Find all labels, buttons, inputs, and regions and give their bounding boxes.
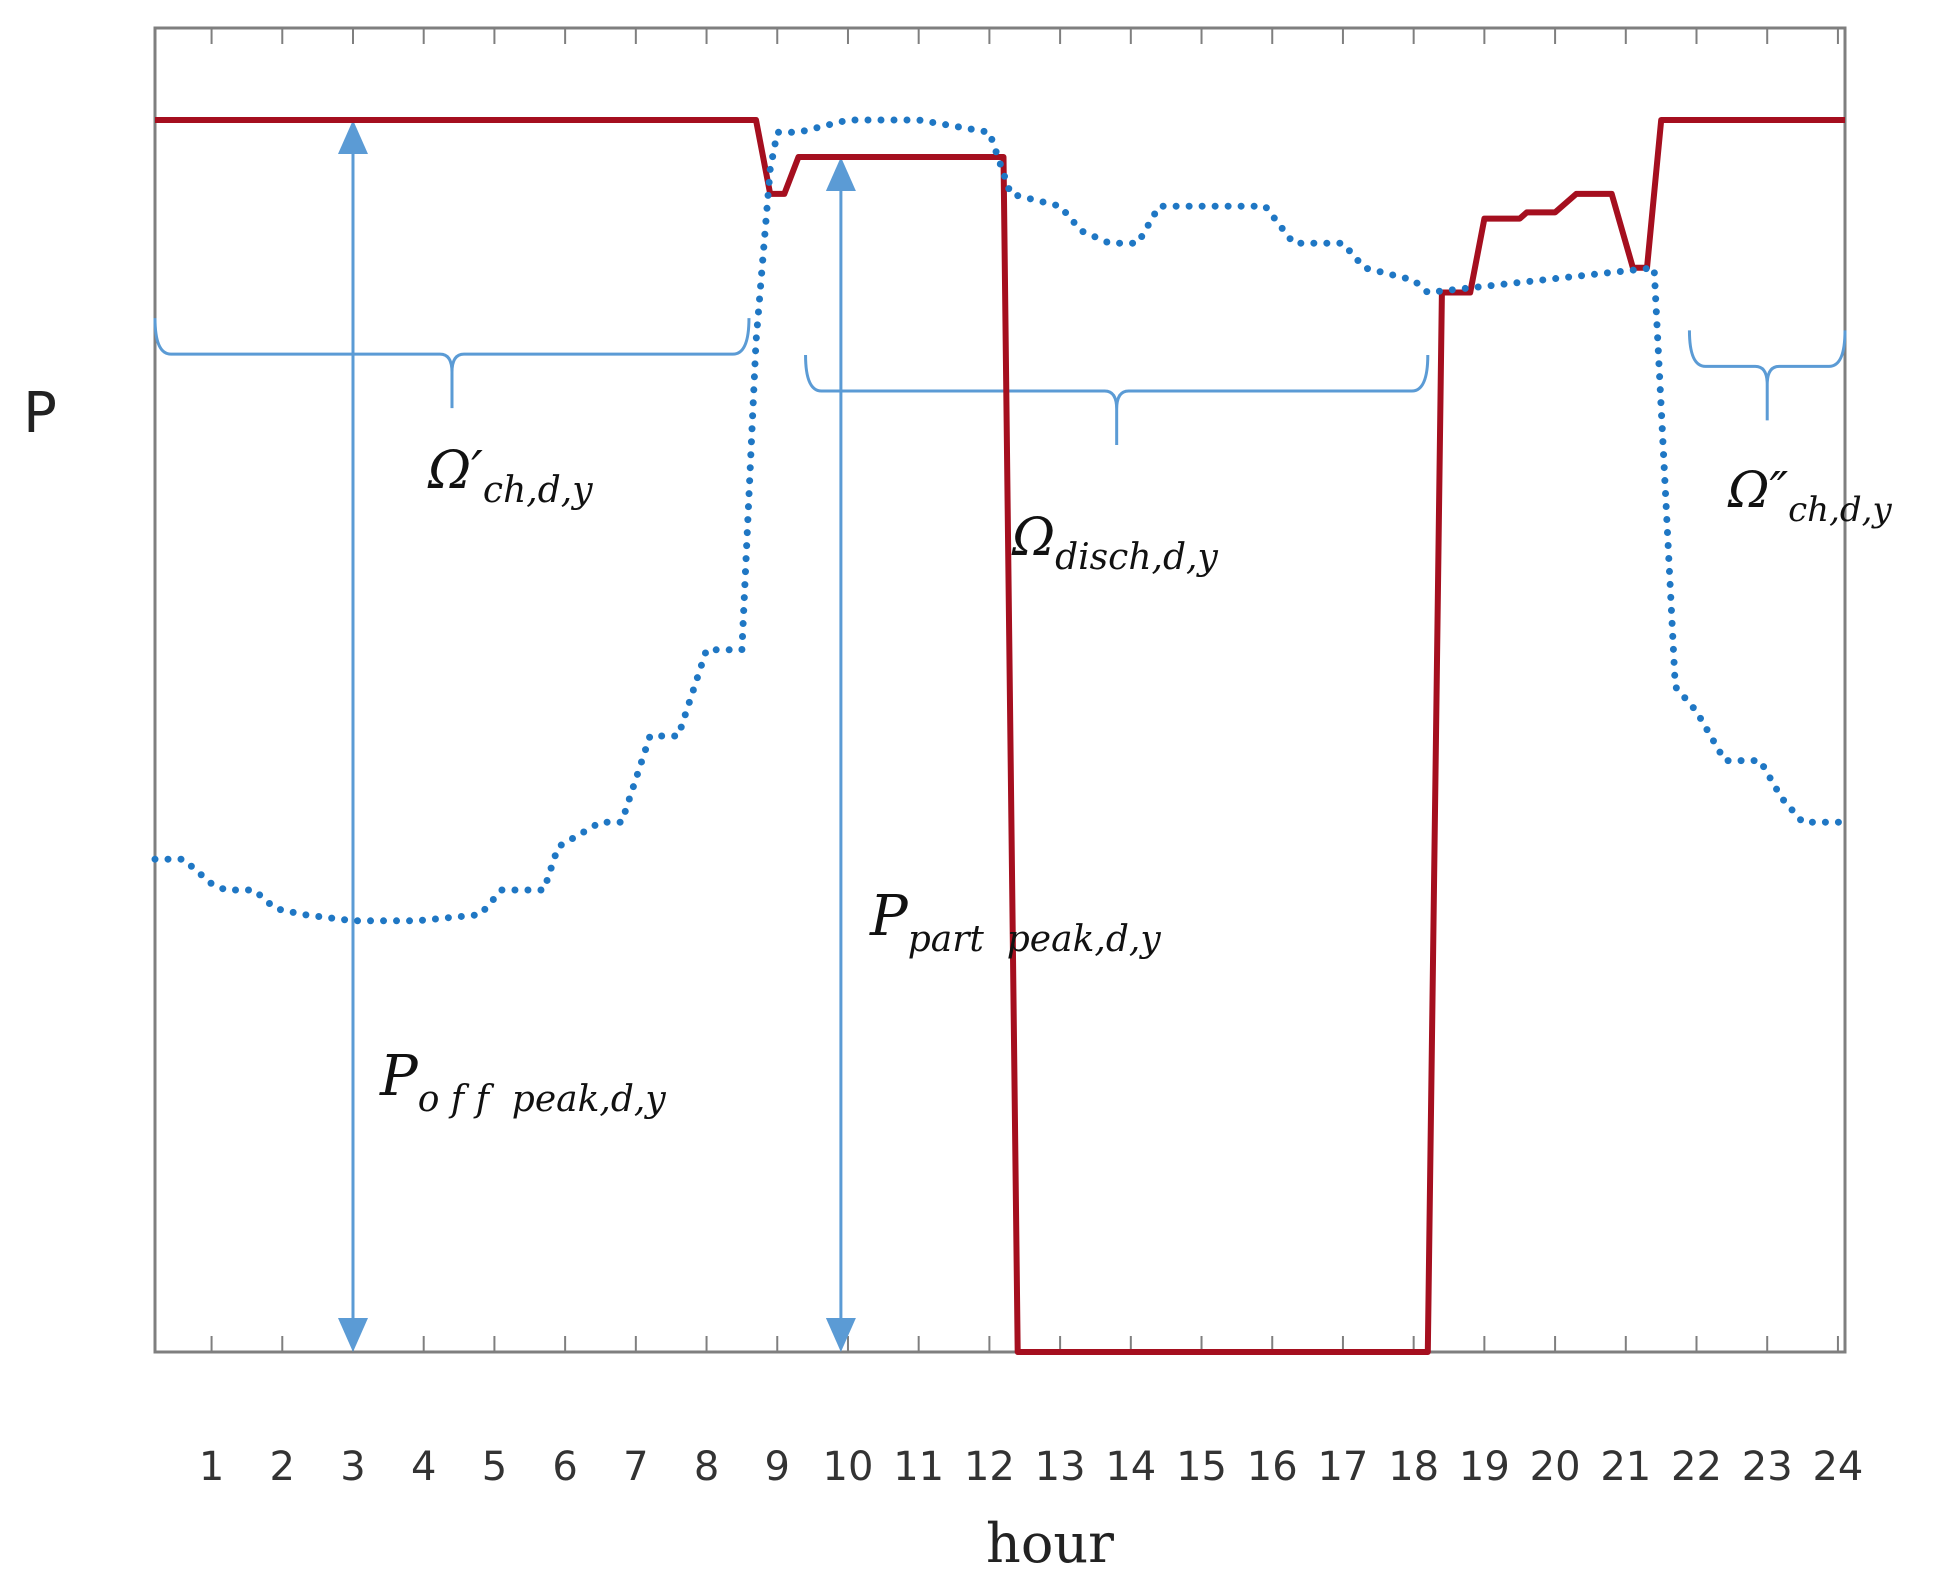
math-label-subscript-0: ch,d,y — [483, 470, 593, 511]
solid-red-series-line — [155, 117, 1845, 1355]
x-tick-label-9: 9 — [765, 1444, 790, 1490]
plot-area-frame — [153, 26, 1847, 1354]
math-label-4: Po f f peak,d,y — [379, 1044, 666, 1120]
x-tick-label-19: 19 — [1459, 1444, 1510, 1490]
math-label-base-3: P — [869, 884, 909, 949]
x-tick-label-6: 6 — [552, 1444, 577, 1490]
x-tick-label-20: 20 — [1530, 1444, 1581, 1490]
x-tick-label-3: 3 — [340, 1444, 365, 1490]
brace-1 — [804, 355, 1430, 446]
x-tick-label-7: 7 — [623, 1444, 648, 1490]
x-tick-label-2: 2 — [270, 1444, 295, 1490]
x-tick-label-22: 22 — [1671, 1444, 1722, 1490]
math-label-base-2: Ω″ — [1727, 461, 1788, 519]
x-tick-label-11: 11 — [893, 1444, 944, 1490]
brace-2 — [1687, 330, 1847, 421]
arrow-head-down-0 — [337, 1318, 368, 1352]
x-tick-label-15: 15 — [1176, 1444, 1227, 1490]
math-label-subscript-4: o f f peak,d,y — [418, 1079, 667, 1120]
x-tick-label-4: 4 — [411, 1444, 436, 1490]
annotations — [153, 120, 1847, 1352]
arrow-head-up-0 — [337, 120, 368, 154]
x-tick-label-12: 12 — [964, 1444, 1015, 1490]
math-label-base-1: Ω — [1011, 508, 1055, 568]
math-label-2: Ω″ch,d,y — [1727, 461, 1892, 530]
math-label-subscript-3: part peak,d,y — [908, 919, 1162, 960]
math-label-subscript-1: disch,d,y — [1055, 537, 1218, 578]
math-label-0: Ω′ch,d,y — [427, 441, 593, 511]
math-label-1: Ωdisch,d,y — [1011, 508, 1218, 578]
x-tick-label-8: 8 — [694, 1444, 719, 1490]
x-tick-label-24: 24 — [1812, 1444, 1863, 1490]
x-tick-label-21: 21 — [1600, 1444, 1651, 1490]
x-axis-title: hour — [986, 1512, 1114, 1575]
series-lines — [151, 116, 1849, 1355]
dotted-blue-series-line — [151, 116, 1849, 925]
math-label-3: Ppart peak,d,y — [869, 884, 1161, 960]
x-tick-label-17: 17 — [1317, 1444, 1368, 1490]
math-label-base-4: P — [379, 1044, 419, 1109]
x-tick-label-13: 13 — [1035, 1444, 1086, 1490]
x-axis-tick-labels: 1 2 3 4 5 6 7 8 9 10 11 12 13 14 15 16 17 18 19 20 21 22 23 24 — [199, 1444, 1864, 1490]
math-label-base-0: Ω′ — [427, 441, 483, 501]
x-tick-label-18: 18 — [1388, 1444, 1439, 1490]
x-tick-label-16: 16 — [1247, 1444, 1298, 1490]
x-axis-ticks — [210, 28, 1839, 1352]
x-tick-label-5: 5 — [482, 1444, 507, 1490]
x-tick-label-14: 14 — [1105, 1444, 1156, 1490]
arrow-head-up-1 — [825, 156, 856, 191]
arrow-head-down-1 — [825, 1318, 856, 1352]
math-label-subscript-2: ch,d,y — [1788, 490, 1892, 530]
x-tick-label-10: 10 — [823, 1444, 874, 1490]
x-tick-label-1: 1 — [199, 1444, 224, 1490]
x-tick-label-23: 23 — [1742, 1444, 1793, 1490]
y-axis-title: P — [23, 381, 57, 446]
brace-0 — [153, 318, 751, 409]
